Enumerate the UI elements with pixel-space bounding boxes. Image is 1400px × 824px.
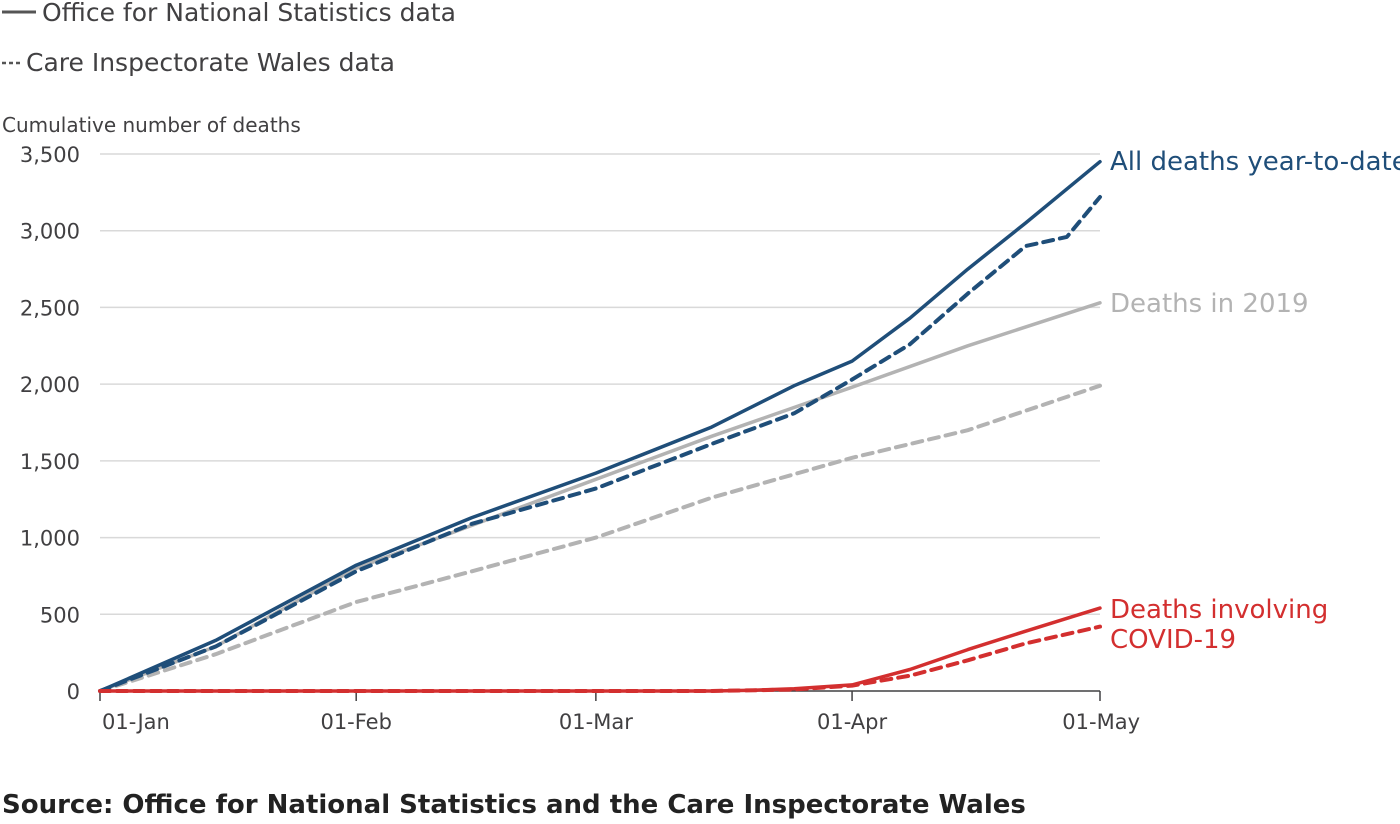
series-line-ciw_covid (98, 624, 1102, 693)
series-labels: All deaths year-to-date Deaths in 2019 D… (1110, 147, 1400, 655)
y-tick-label: 1,000 (20, 527, 80, 551)
x-tick-label: 01-May (1062, 710, 1140, 734)
y-axis-title: Cumulative number of deaths (2, 113, 301, 137)
label-deaths-2019: Deaths in 2019 (1110, 289, 1309, 319)
y-tick-label: 3,500 (20, 143, 80, 167)
y-tick-label: 3,000 (20, 220, 80, 244)
series-line-ciw_all (98, 195, 1102, 693)
x-tick-label: 01-Mar (559, 710, 633, 734)
y-axis: 0 500 1,000 1,500 2,000 2,500 3,000 3,500 (20, 143, 80, 704)
x-tick-label: 01-Feb (320, 710, 391, 734)
series-line-ons_all (98, 159, 1102, 693)
x-tick-label: 01-Jan (102, 710, 170, 734)
label-covid-line1: Deaths involving (1110, 595, 1328, 625)
source-note: Source: Office for National Statistics a… (2, 790, 1026, 820)
x-tick-label: 01-Apr (817, 710, 888, 734)
series-lines (98, 159, 1102, 693)
y-tick-label: 500 (40, 603, 80, 627)
y-tick-label: 2,500 (20, 296, 80, 320)
y-tick-label: 1,500 (20, 450, 80, 474)
x-axis: 01-Jan 01-Feb 01-Mar 01-Apr 01-May (99, 690, 1140, 734)
legend: Office for National Statistics data Care… (2, 0, 456, 77)
y-tick-label: 2,000 (20, 373, 80, 397)
series-line-ons_2019 (98, 301, 1102, 693)
y-tick-label: 0 (67, 680, 80, 704)
gridlines (100, 153, 1100, 616)
label-covid-line2: COVID-19 (1110, 625, 1236, 655)
legend-solid-label: Office for National Statistics data (42, 0, 456, 27)
legend-dashed-label: Care Inspectorate Wales data (26, 48, 395, 77)
series-line-ciw_2019 (98, 383, 1102, 693)
label-all-deaths: All deaths year-to-date (1110, 147, 1400, 177)
